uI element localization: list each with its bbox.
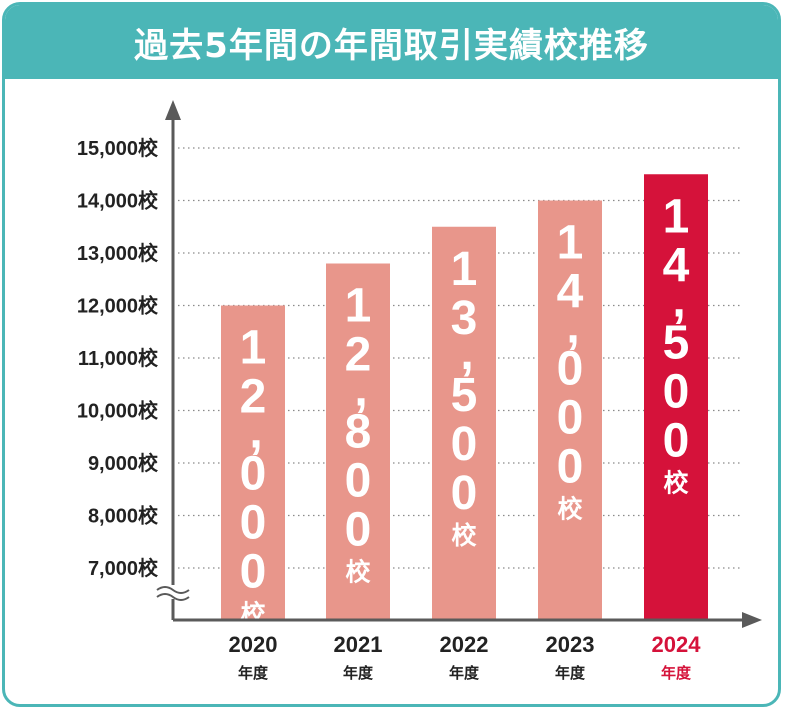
bar-value-label-2023: 14,000校 xyxy=(557,217,584,524)
bar-label-unit: 校 xyxy=(345,558,371,587)
bar-label-digit: 0 xyxy=(240,448,267,501)
bar-label-digit: 0 xyxy=(663,414,690,467)
bar-label-unit: 校 xyxy=(451,521,477,550)
bars xyxy=(221,174,708,620)
y-axis-arrow xyxy=(165,100,181,120)
bar-label-digit: 0 xyxy=(240,546,267,599)
x-axis-ticks: 2020 年度 2021 年度 2022 年度 2023 年度 2024 年度 xyxy=(229,632,702,682)
bar-label-digit: 0 xyxy=(345,455,372,508)
y-tick-label: 7,000校 xyxy=(88,556,159,580)
bar-label-digit: 1 xyxy=(345,280,372,333)
bar-label-unit: 校 xyxy=(240,600,266,629)
bar-2021 xyxy=(326,263,390,620)
bar-2023 xyxy=(538,200,602,620)
bar-label-digit: 0 xyxy=(557,343,584,396)
x-tick-label-suffix: 年度 xyxy=(555,664,586,682)
bar-label-digit: 5 xyxy=(451,369,478,422)
bar-label-digit: 0 xyxy=(557,441,584,494)
bar-label-digit: 0 xyxy=(240,497,267,550)
y-tick-label: 15,000校 xyxy=(77,136,159,160)
y-tick-label: 13,000校 xyxy=(77,241,159,265)
x-axis-arrow xyxy=(742,612,762,628)
chart-title: 過去5年間の年間取引実績校推移 xyxy=(134,25,649,66)
bar-label-digit: 0 xyxy=(451,418,478,471)
title-bar: 過去5年間の年間取引実績校推移 xyxy=(5,5,778,79)
bar-label-comma: , xyxy=(354,364,367,417)
x-tick-label-year: 2023 xyxy=(546,632,595,657)
y-tick-label: 10,000校 xyxy=(77,399,159,423)
axis-break-icon xyxy=(156,585,190,601)
bar-label-digit: 1 xyxy=(240,322,267,375)
bar-label-comma: , xyxy=(249,406,262,459)
bar-label-digit: 0 xyxy=(451,467,478,520)
bar-label-digit: 0 xyxy=(345,504,372,557)
y-tick-label: 11,000校 xyxy=(78,346,159,370)
bar-2024 xyxy=(644,174,708,620)
x-tick-label-suffix: 年度 xyxy=(661,664,692,682)
bar-label-digit: 8 xyxy=(345,406,372,459)
bar-label-digit: 1 xyxy=(663,190,690,243)
bar-2020 xyxy=(221,305,285,620)
x-tick-label-year: 2020 xyxy=(229,632,278,657)
x-tick-label-year: 2024 xyxy=(652,632,702,657)
bar-value-label-2020: 12,000校 xyxy=(240,322,267,629)
bar-label-digit: 0 xyxy=(557,392,584,445)
bar-label-unit: 校 xyxy=(557,495,583,524)
bar-label-unit: 校 xyxy=(663,468,689,497)
x-tick-label-suffix: 年度 xyxy=(449,664,480,682)
bar-label-digit: 2 xyxy=(240,371,267,424)
x-tick-label-year: 2022 xyxy=(440,632,489,657)
bar-label-digit: 4 xyxy=(663,239,690,292)
y-tick-label: 14,000校 xyxy=(77,189,159,213)
bar-label-digit: 1 xyxy=(557,217,584,270)
y-tick-label: 8,000校 xyxy=(88,504,159,528)
y-axis-ticks: 7,000校 8,000校 9,000校 10,000校 11,000校 12,000校 1… xyxy=(77,136,159,580)
bar-label-comma: , xyxy=(460,327,473,380)
x-tick-label-year: 2021 xyxy=(334,632,383,657)
bar-label-digit: 2 xyxy=(345,329,372,382)
bar-label-digit: 3 xyxy=(451,292,478,345)
bar-label-comma: , xyxy=(672,274,685,327)
x-tick-label-suffix: 年度 xyxy=(238,664,269,682)
y-tick-label: 12,000校 xyxy=(77,294,159,318)
bar-label-digit: 0 xyxy=(663,365,690,418)
y-tick-label: 9,000校 xyxy=(88,451,159,475)
bar-2022 xyxy=(432,226,496,620)
x-tick-label-suffix: 年度 xyxy=(343,664,374,682)
bar-label-digit: 4 xyxy=(557,266,584,319)
bar-label-digit: 5 xyxy=(663,316,690,369)
bar-label-digit: 1 xyxy=(451,243,478,296)
axes xyxy=(156,100,762,628)
bar-label-comma: , xyxy=(566,301,579,354)
